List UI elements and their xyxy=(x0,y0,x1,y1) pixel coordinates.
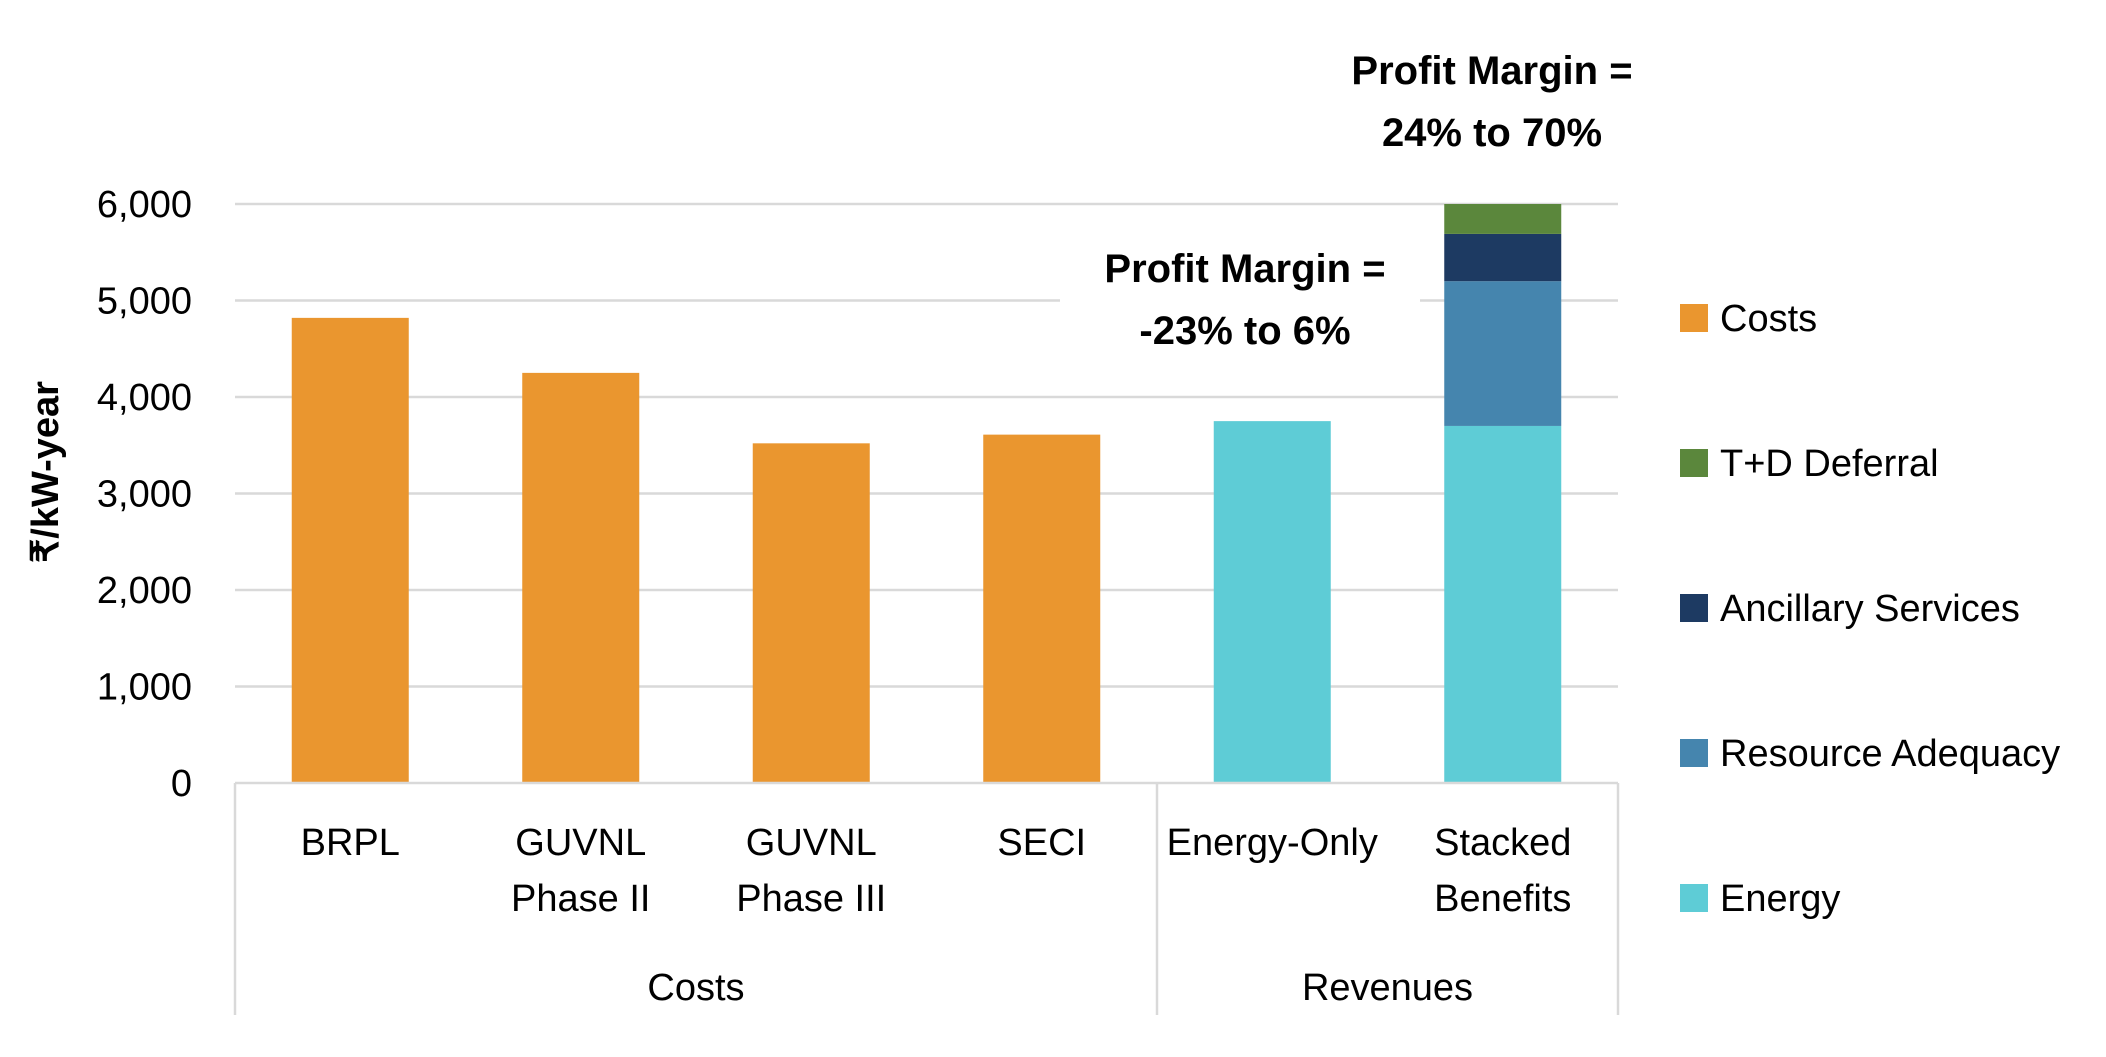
legend-label: T+D Deferral xyxy=(1720,443,1939,485)
category-label: BRPL xyxy=(301,822,400,864)
category-label: Phase II xyxy=(511,878,650,920)
y-tick-labels: 0 1,000 2,000 3,000 4,000 5,000 6,000 xyxy=(97,184,192,805)
annotation-background xyxy=(1060,232,1420,362)
y-tick-label: 1,000 xyxy=(97,667,192,709)
annotations: Profit Margin = -23% to 6% Profit Margin =… xyxy=(1104,49,1632,353)
group-labels: Costs Revenues xyxy=(647,967,1473,1009)
annotation-text: Profit Margin = xyxy=(1104,247,1385,291)
bar-costs xyxy=(752,443,870,783)
category-label: Phase III xyxy=(736,878,886,920)
gridlines xyxy=(235,40,1680,688)
y-tick-label: 5,000 xyxy=(97,281,192,323)
annotation-background xyxy=(1320,40,1680,165)
category-label: Stacked xyxy=(1434,822,1571,864)
y-tick-label: 3,000 xyxy=(97,474,192,516)
annotation-text: -23% to 6% xyxy=(1139,309,1350,353)
category-label: GUVNL xyxy=(515,822,646,864)
bar-energy xyxy=(1213,421,1331,783)
category-label: GUVNL xyxy=(746,822,877,864)
legend-swatch xyxy=(1680,449,1708,477)
annotation-text: 24% to 70% xyxy=(1382,111,1602,155)
annotation-text: Profit Margin = xyxy=(1351,49,1632,93)
category-label: Energy-Only xyxy=(1167,822,1378,864)
bar-ancillary-services xyxy=(1444,233,1562,282)
legend-swatch xyxy=(1680,594,1708,622)
legend-label: Ancillary Services xyxy=(1720,588,2020,630)
y-tick-label: 2,000 xyxy=(97,570,192,612)
legend-label: Resource Adequacy xyxy=(1720,733,2060,775)
legend-swatch xyxy=(1680,304,1708,332)
group-label: Revenues xyxy=(1302,967,1473,1009)
legend-label: Costs xyxy=(1720,298,1817,340)
legend-swatch xyxy=(1680,739,1708,767)
bar-resource-adequacy xyxy=(1444,281,1562,426)
bar-costs xyxy=(983,434,1101,783)
bar-t-d-deferral xyxy=(1444,204,1562,234)
category-label: Benefits xyxy=(1434,878,1571,920)
legend-swatch xyxy=(1680,884,1708,912)
y-tick-label: 0 xyxy=(171,763,192,805)
category-labels: BRPL GUVNL Phase II GUVNL Phase III SECI Energ… xyxy=(301,822,1572,920)
bar-costs xyxy=(522,372,640,783)
y-tick-label: 6,000 xyxy=(97,184,192,226)
bar-costs xyxy=(291,317,409,783)
legend-label: Energy xyxy=(1720,878,1840,920)
axes xyxy=(233,781,1620,1015)
group-label: Costs xyxy=(647,967,744,1009)
y-axis-label: ₹/kW-year xyxy=(25,381,67,563)
bar-energy xyxy=(1444,425,1562,783)
bars xyxy=(291,204,1562,783)
category-label: SECI xyxy=(997,822,1086,864)
legend: Costs T+D Deferral Ancillary Services Resou… xyxy=(1680,298,2060,920)
y-tick-label: 4,000 xyxy=(97,377,192,419)
